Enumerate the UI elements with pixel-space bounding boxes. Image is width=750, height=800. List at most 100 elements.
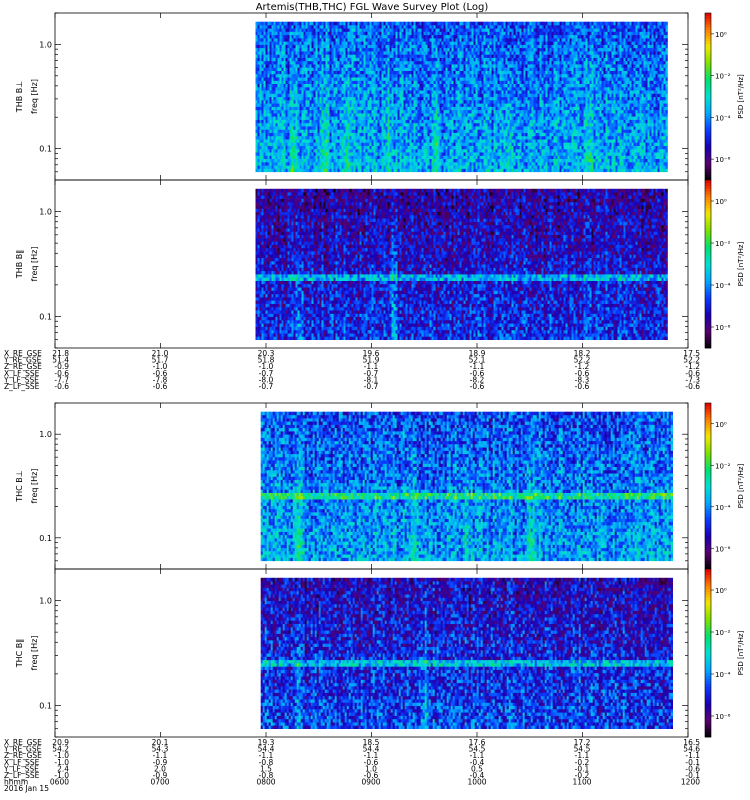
heatmap-cell: [270, 87, 272, 91]
heatmap-cell: [398, 71, 400, 75]
heatmap-cell: [282, 54, 284, 58]
heatmap-cell: [370, 77, 372, 81]
heatmap-cell: [380, 123, 382, 127]
heatmap-cell: [306, 90, 308, 94]
heatmap-cell: [372, 25, 374, 29]
heatmap-cell: [290, 51, 292, 55]
heatmap-cell: [342, 110, 344, 114]
heatmap-cell: [344, 162, 346, 166]
heatmap-cell: [370, 169, 372, 173]
heatmap-cell: [386, 142, 388, 146]
heatmap-cell: [322, 84, 324, 88]
heatmap-cell: [264, 136, 266, 140]
heatmap-cell: [330, 41, 332, 45]
heatmap-cell: [344, 159, 346, 163]
heatmap-cell: [274, 28, 276, 32]
heatmap-cell: [284, 100, 286, 104]
heatmap-cell: [286, 155, 288, 159]
heatmap-cell: [294, 94, 296, 98]
heatmap-cell: [272, 41, 274, 45]
heatmap-cell: [304, 25, 306, 29]
heatmap-cell: [378, 61, 380, 65]
heatmap-cell: [298, 38, 300, 42]
heatmap-cell: [402, 90, 404, 94]
heatmap-cell: [390, 123, 392, 127]
heatmap-cell: [342, 169, 344, 173]
heatmap-cell: [362, 32, 364, 36]
heatmap-cell: [268, 146, 270, 150]
heatmap-cell: [364, 28, 366, 32]
heatmap-cell: [304, 133, 306, 137]
heatmap-cell: [300, 107, 302, 111]
heatmap-cell: [262, 103, 264, 107]
heatmap-cell: [368, 136, 370, 140]
heatmap-cell: [410, 90, 412, 94]
heatmap-cell: [364, 139, 366, 143]
heatmap-cell: [350, 25, 352, 29]
heatmap-cell: [404, 58, 406, 62]
heatmap-cell: [270, 162, 272, 166]
heatmap-cell: [274, 38, 276, 42]
heatmap-cell: [352, 90, 354, 94]
heatmap-cell: [344, 169, 346, 173]
heatmap-cell: [346, 77, 348, 81]
heatmap-cell: [406, 162, 408, 166]
heatmap-cell: [390, 22, 392, 26]
heatmap-cell: [398, 28, 400, 32]
heatmap-cell: [372, 84, 374, 88]
heatmap-cell: [392, 110, 394, 114]
heatmap-cell: [384, 35, 386, 39]
heatmap-cell: [316, 155, 318, 159]
heatmap-cell: [298, 155, 300, 159]
heatmap-cell: [386, 133, 388, 137]
heatmap-cell: [290, 48, 292, 52]
heatmap-cell: [340, 28, 342, 32]
heatmap-cell: [270, 71, 272, 75]
heatmap-cell: [310, 35, 312, 39]
heatmap-cell: [406, 51, 408, 55]
heatmap-cell: [324, 169, 326, 173]
heatmap-cell: [266, 80, 268, 84]
heatmap-cell: [338, 129, 340, 133]
heatmap-cell: [312, 48, 314, 52]
heatmap-cell: [346, 32, 348, 36]
heatmap-cell: [288, 58, 290, 62]
heatmap-cell: [400, 136, 402, 140]
heatmap-cell: [332, 71, 334, 75]
heatmap-cell: [290, 159, 292, 163]
heatmap-cell: [272, 45, 274, 49]
heatmap-cell: [402, 22, 404, 26]
heatmap-cell: [398, 100, 400, 104]
heatmap-cell: [278, 67, 280, 71]
heatmap-cell: [292, 32, 294, 36]
heatmap-cell: [320, 165, 322, 169]
heatmap-cell: [378, 25, 380, 29]
heatmap-cell: [340, 162, 342, 166]
heatmap-cell: [366, 107, 368, 111]
heatmap-cell: [358, 126, 360, 130]
heatmap-cell: [388, 100, 390, 104]
heatmap-cell: [334, 116, 336, 120]
heatmap-cell: [370, 54, 372, 58]
heatmap-cell: [274, 120, 276, 124]
heatmap-cell: [356, 38, 358, 42]
heatmap-cell: [300, 35, 302, 39]
heatmap-cell: [262, 80, 264, 84]
heatmap-cell: [398, 159, 400, 163]
heatmap-cell: [350, 123, 352, 127]
heatmap-cell: [352, 45, 354, 49]
heatmap-cell: [278, 123, 280, 127]
heatmap-cell: [402, 51, 404, 55]
heatmap-cell: [362, 126, 364, 130]
heatmap-cell: [368, 67, 370, 71]
heatmap-cell: [336, 126, 338, 130]
heatmap-cell: [358, 162, 360, 166]
heatmap-cell: [348, 110, 350, 114]
heatmap-cell: [376, 45, 378, 49]
heatmap-cell: [354, 74, 356, 78]
heatmap-cell: [270, 126, 272, 130]
heatmap-cell: [326, 129, 328, 133]
heatmap-cell: [316, 129, 318, 133]
heatmap-cell: [358, 152, 360, 156]
heatmap-cell: [382, 45, 384, 49]
